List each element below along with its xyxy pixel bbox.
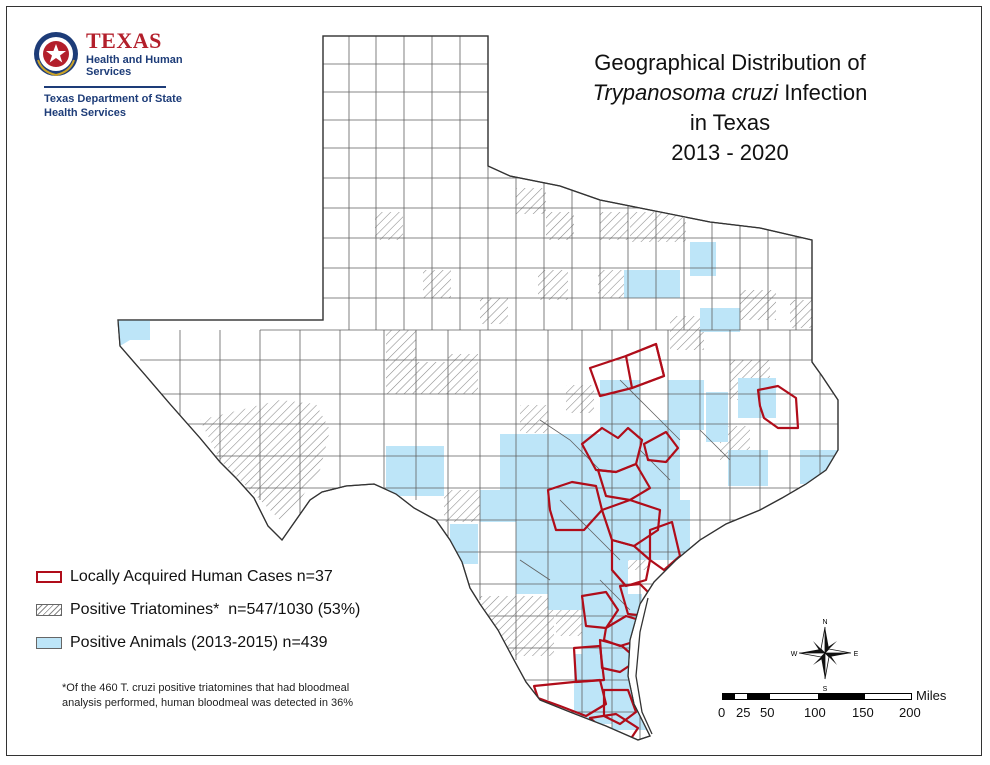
- logo-subtitle-line2: Services: [86, 66, 132, 78]
- legend-item-triatomines: Positive Triatomines* n=547/1030 (53%): [36, 599, 360, 621]
- title-line3: in Texas: [689, 110, 771, 135]
- scale-tick-25: 25: [736, 705, 751, 720]
- title-infection: Infection: [778, 80, 868, 105]
- logo-divider: [44, 86, 166, 88]
- title-years: 2013 - 2020: [671, 140, 789, 165]
- county-grid: [140, 36, 838, 740]
- texas-seal-icon: [34, 32, 78, 77]
- footnote-line1: *Of the 460 T. cruzi positive triatomine…: [62, 682, 350, 694]
- compass-n: N: [822, 619, 827, 626]
- legend: Locally Acquired Human Cases n=37 Positi…: [36, 566, 360, 665]
- title-line2: Trypanosoma cruzi Infection: [560, 78, 900, 108]
- scale-tick-200: 200: [899, 705, 921, 720]
- scale-tick-100: 100: [804, 705, 826, 720]
- logo-agency-name: TEXAS: [86, 28, 162, 53]
- legend-swatch-cases: [36, 571, 62, 583]
- footnote: *Of the 460 T. cruzi positive triatomine…: [62, 681, 402, 711]
- legend-label-triatomines: Positive Triatomines* n=547/1030 (53%): [70, 601, 361, 618]
- legend-label-animals: Positive Animals (2013-2015) n=439: [70, 634, 328, 651]
- title-species: Trypanosoma cruzi: [592, 80, 779, 105]
- scale-bar: Miles 0 25 50 100 150 200: [718, 688, 958, 730]
- compass-rose-icon: N S E W: [791, 619, 859, 693]
- legend-item-cases: Locally Acquired Human Cases n=37: [36, 566, 360, 588]
- scale-tick-50: 50: [760, 705, 775, 720]
- legend-swatch-triatomines: [36, 604, 62, 616]
- logo-subtitle-line1: Health and Human: [86, 54, 183, 66]
- legend-item-animals: Positive Animals (2013-2015) n=439: [36, 632, 360, 654]
- map-title: Geographical Distribution of Trypanosoma…: [560, 48, 900, 168]
- scale-tick-0: 0: [718, 705, 726, 720]
- map-frame: [6, 6, 982, 756]
- scale-tick-150: 150: [852, 705, 874, 720]
- agency-logo: TEXAS Health and Human Services Texas De…: [32, 26, 192, 126]
- scale-unit: Miles: [916, 688, 947, 703]
- logo-dept-line1: Texas Department of State: [44, 93, 182, 105]
- legend-label-cases: Locally Acquired Human Cases n=37: [70, 568, 333, 585]
- compass-w: W: [791, 651, 798, 658]
- logo-department: Texas Department of State Health Service…: [44, 92, 182, 120]
- scale-bar-graphic: [722, 693, 912, 700]
- title-line1: Geographical Distribution of: [594, 50, 866, 75]
- legend-swatch-animals: [36, 637, 62, 649]
- compass-s: S: [823, 686, 828, 693]
- footnote-line2: analysis performed, human bloodmeal was …: [62, 697, 354, 709]
- logo-dept-line2: Health Services: [44, 107, 126, 119]
- logo-agency-subtitle: Health and Human Services: [86, 54, 183, 78]
- coastline-islands: [635, 597, 653, 735]
- compass-e: E: [854, 651, 859, 658]
